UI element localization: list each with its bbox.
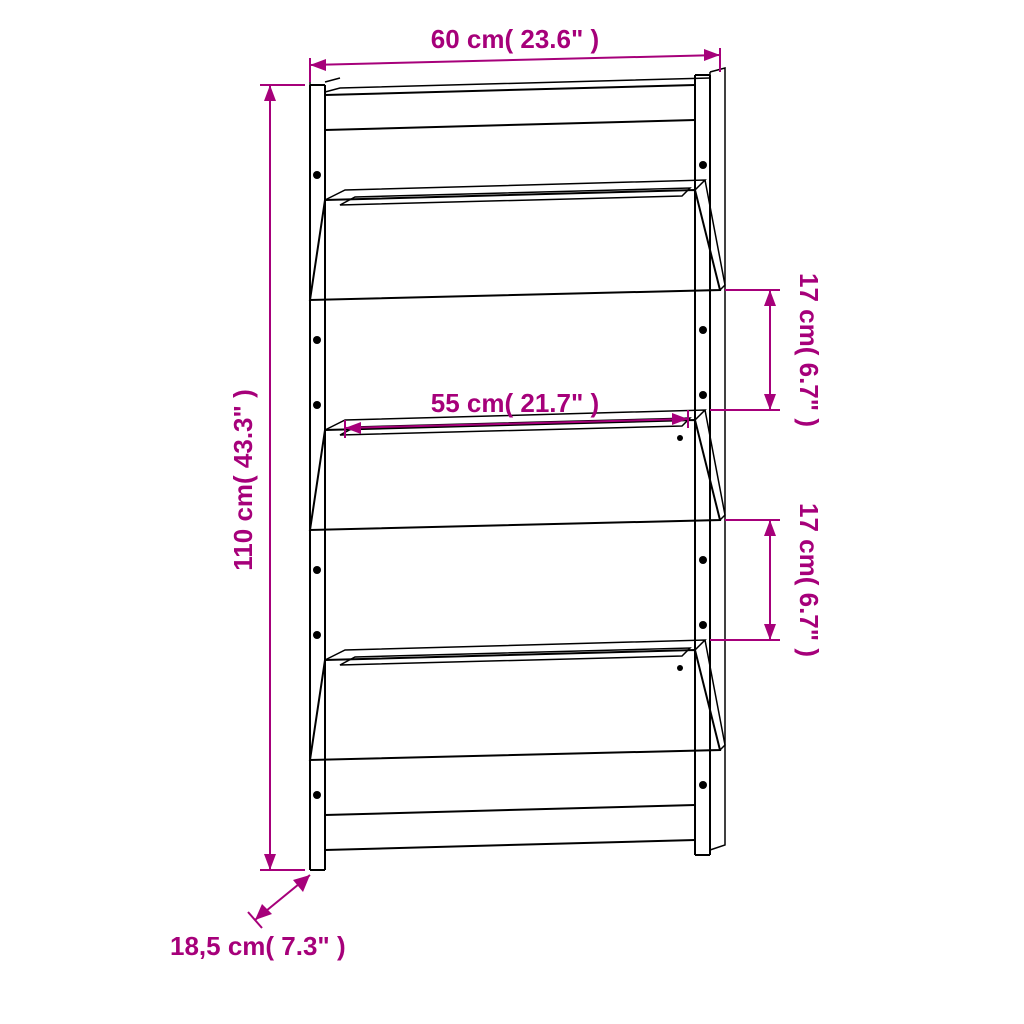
dim-shelf-h2: 17 cm( 6.7" ) — [710, 503, 824, 657]
dim-shelf-width-label: 55 cm( 21.7" ) — [431, 388, 599, 418]
planter-box-1 — [310, 180, 725, 300]
dim-height-left: 110 cm( 43.3" ) — [228, 85, 305, 870]
dimensional-diagram: 60 cm( 23.6" ) 110 cm( 43.3" ) 55 cm( 21… — [0, 0, 1024, 1024]
planter-box-3 — [310, 640, 725, 760]
top-rail — [325, 78, 710, 130]
dim-width-top-label: 60 cm( 23.6" ) — [431, 24, 599, 54]
dim-height-left-label: 110 cm( 43.3" ) — [228, 389, 258, 570]
dim-depth: 18,5 cm( 7.3" ) — [170, 875, 346, 961]
dim-depth-label: 18,5 cm( 7.3" ) — [170, 931, 346, 961]
dim-shelf-h1-label: 17 cm( 6.7" ) — [794, 273, 824, 427]
dim-width-top: 60 cm( 23.6" ) — [310, 24, 720, 82]
bottom-rail — [325, 805, 695, 850]
dim-shelf-h1: 17 cm( 6.7" ) — [710, 273, 824, 427]
dim-shelf-h2-label: 17 cm( 6.7" ) — [794, 503, 824, 657]
dimensions: 60 cm( 23.6" ) 110 cm( 43.3" ) 55 cm( 21… — [170, 24, 824, 961]
left-post — [310, 78, 340, 870]
